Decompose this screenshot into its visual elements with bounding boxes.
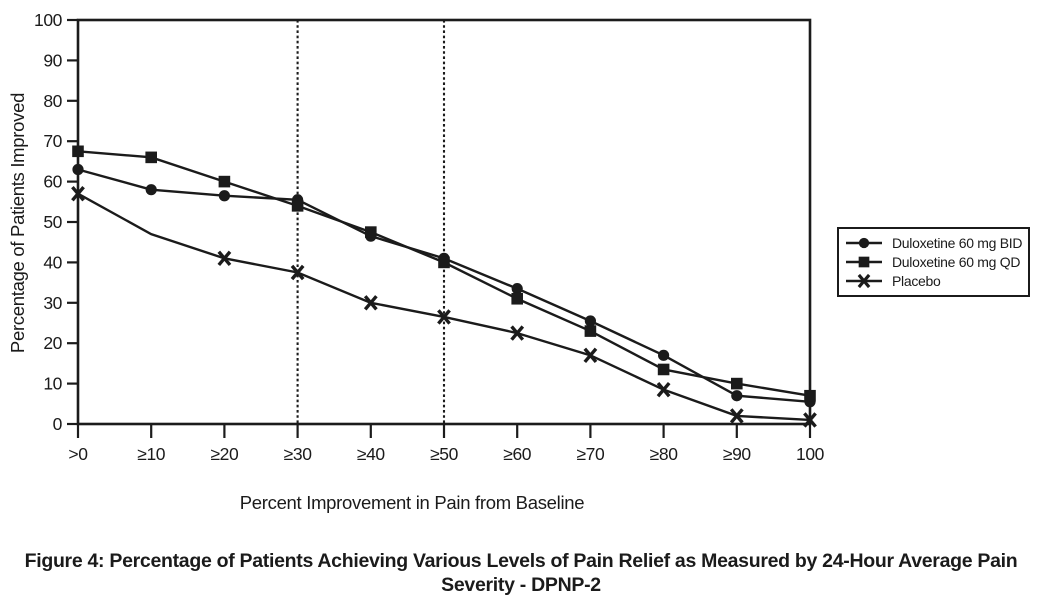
circle-marker	[731, 390, 743, 402]
y-tick-label: 60	[43, 172, 62, 192]
legend-entry-placebo: Placebo	[845, 272, 1022, 290]
y-tick-label: 70	[43, 131, 62, 151]
circle-marker	[145, 184, 157, 196]
circle-marker	[218, 190, 230, 202]
x-marker	[656, 381, 671, 398]
circle-marker	[511, 283, 523, 295]
series-placebo	[71, 186, 817, 428]
caption-line-2: Severity - DPNP-2	[441, 574, 601, 597]
figure-caption: Figure 4: Percentage of Patients Achievi…	[0, 549, 1042, 597]
legend-circle-marker-icon	[846, 237, 882, 249]
circle-marker	[72, 163, 84, 176]
x-tick-label: ≥30	[284, 444, 313, 464]
square-marker	[858, 256, 870, 268]
legend-square-marker-icon	[846, 256, 882, 268]
x-marker	[729, 408, 744, 424]
square-marker	[804, 389, 816, 402]
x-tick-label: ≥70	[576, 444, 605, 464]
pain-relief-line-chart: 0 10 20 30 40 50 60 70 80 90 100 >0 ≥10 ≥20 ≥30 ≥40 ≥50 ≥…	[34, 10, 825, 464]
legend: Duloxetine 60 mg BID Duloxetine 60 mg QD P…	[837, 227, 1030, 297]
x-tick-label: >0	[68, 444, 88, 464]
series-duloxetine-60-mg-qd	[72, 145, 816, 402]
y-tick-label: 10	[43, 374, 62, 394]
legend-entry-duloxetine-60-mg-bid: Duloxetine 60 mg BID	[845, 234, 1022, 252]
x-marker	[583, 347, 598, 364]
x-marker	[857, 273, 871, 289]
x-marker	[437, 309, 451, 325]
x-tick-label: ≥80	[650, 444, 679, 464]
x-tick-label: ≥90	[723, 444, 752, 464]
legend-x-marker-icon	[846, 273, 882, 289]
reference-lines	[296, 20, 446, 424]
y-tick-label: 40	[43, 252, 62, 272]
legend-entry-duloxetine-60-mg-qd: Duloxetine 60 mg QD	[845, 253, 1022, 271]
legend-label: Duloxetine 60 mg QD	[892, 254, 1021, 270]
y-tick-label: 20	[43, 333, 62, 353]
circle-marker	[858, 237, 870, 249]
circle-marker	[584, 315, 597, 327]
y-axis-title: Percentage of Patients Improved	[7, 92, 28, 354]
y-axis: 0 10 20 30 40 50 60 70 80 90 100	[34, 10, 78, 434]
y-tick-label: 80	[43, 91, 62, 111]
square-marker	[218, 175, 231, 188]
x-marker	[217, 250, 232, 267]
square-marker	[145, 151, 157, 164]
legend-label: Placebo	[892, 273, 941, 289]
square-marker	[438, 256, 450, 269]
y-tick-label: 30	[43, 293, 62, 313]
square-marker	[731, 377, 743, 390]
square-marker	[72, 145, 84, 158]
x-marker	[510, 325, 525, 341]
x-tick-label: ≥10	[137, 444, 166, 464]
y-tick-label: 90	[43, 50, 62, 70]
caption-line-1: Figure 4: Percentage of Patients Achievi…	[24, 550, 1018, 572]
square-marker	[365, 226, 377, 238]
square-marker	[291, 200, 304, 212]
x-tick-label: 100	[796, 444, 825, 464]
x-marker	[290, 264, 305, 281]
x-tick-label: ≥50	[430, 444, 459, 464]
y-tick-label: 0	[53, 414, 63, 434]
circle-marker	[658, 349, 670, 361]
x-marker	[363, 295, 378, 311]
x-axis: >0 ≥10 ≥20 ≥30 ≥40 ≥50 ≥60 ≥70 ≥80 ≥90 100	[68, 424, 825, 464]
x-marker	[803, 412, 817, 428]
x-axis-title: Percent Improvement in Pain from Baselin…	[239, 492, 585, 513]
y-tick-label: 100	[34, 10, 63, 30]
square-marker	[584, 325, 597, 337]
x-tick-label: ≥60	[503, 444, 532, 464]
x-tick-label: ≥20	[210, 444, 239, 464]
square-marker	[657, 363, 670, 376]
x-tick-label: ≥40	[357, 444, 386, 464]
legend-label: Duloxetine 60 mg BID	[892, 235, 1023, 251]
square-marker	[511, 292, 523, 305]
y-tick-label: 50	[43, 212, 62, 232]
x-marker	[71, 186, 85, 202]
